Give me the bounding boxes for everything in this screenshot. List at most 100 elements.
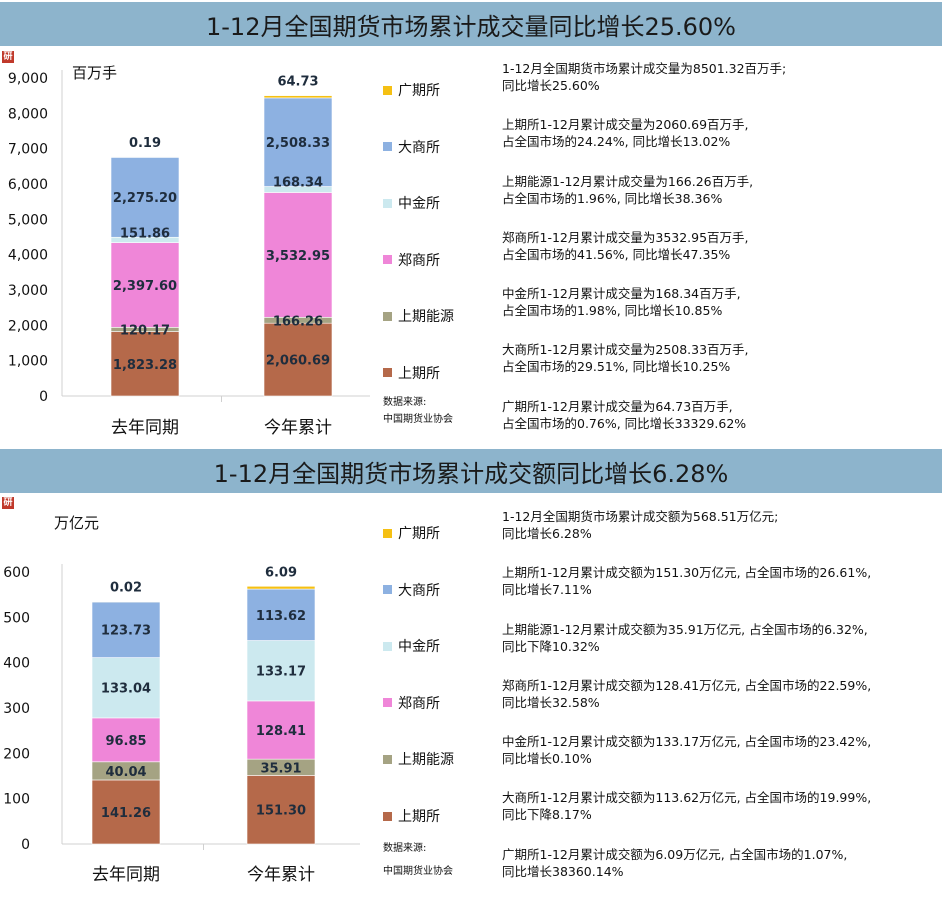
data-label: 40.04 xyxy=(105,765,146,780)
data-label: 96.85 xyxy=(105,734,146,749)
chart-1-source: 数据来源: 中国期货业协会 xyxy=(383,394,453,428)
note-line: 郑商所1-12月累计成交额为128.41万亿元, 占全国市场的22.59%, xyxy=(502,677,872,693)
note-paragraph: 上期能源1-12月累计成交量为166.26百万手, 占全国市场的1.96%, 同比… xyxy=(502,173,786,207)
y-tick-label: 200 xyxy=(3,746,30,762)
note-paragraph: 1-12月全国期货市场累计成交量为8501.32百万手; 同比增长25.60% xyxy=(502,60,786,94)
note-line: 占全国市场的24.24%, 同比增长13.02% xyxy=(502,134,731,150)
data-label: 128.41 xyxy=(256,724,306,739)
chart-1-notes: 1-12月全国期货市场累计成交量为8501.32百万手; 同比增长25.60% 上期… xyxy=(502,60,786,432)
legend-item: 广期所 xyxy=(383,523,440,543)
legend-swatch xyxy=(383,368,392,377)
note-paragraph: 大商所1-12月累计成交额为113.62万亿元, 占全国市场的19.99%, 同比… xyxy=(502,789,871,823)
x-category-label: 今年累计 xyxy=(264,418,332,438)
chart-1-source-name: 中国期货业协会 xyxy=(383,414,453,425)
y-tick-label: 0 xyxy=(21,837,30,853)
legend-swatch xyxy=(383,528,392,538)
note-line: 占全国市场的1.98%, 同比增长10.85% xyxy=(502,303,723,319)
y-tick-label: 5,000 xyxy=(8,212,48,228)
data-label: 2,060.69 xyxy=(266,354,330,369)
y-tick-label: 6,000 xyxy=(8,177,48,193)
legend-swatch xyxy=(383,85,392,95)
data-label: 168.34 xyxy=(273,176,323,191)
chart-2-notes: 1-12月全国期货市场累计成交额为568.51万亿元; 同比增长6.28% 上期所1… xyxy=(502,508,871,880)
note-line: 上期能源1-12月累计成交额为35.91万亿元, 占全国市场的6.32%, xyxy=(502,621,868,637)
bar-segment-6 xyxy=(110,156,180,158)
bar-segment-3 xyxy=(110,242,180,328)
legend-label: 上期所 xyxy=(398,809,440,825)
bar-segment-3 xyxy=(246,700,316,760)
legend-swatch xyxy=(383,641,392,651)
data-label: 2,275.20 xyxy=(113,191,177,206)
data-label: 1,823.28 xyxy=(113,358,177,373)
legend-item: 中金所 xyxy=(383,636,440,656)
legend-item: 广期所 xyxy=(383,80,440,100)
chart-1-source-label: 数据来源: xyxy=(383,397,427,408)
note-line: 上期能源1-12月累计成交量为166.26百万手, xyxy=(502,173,754,189)
data-label: 120.17 xyxy=(120,323,170,338)
y-tick-label: 2,000 xyxy=(8,318,48,334)
chart-1-title-banner: 1-12月全国期货市场累计成交量同比增长25.60% xyxy=(0,2,942,46)
data-label: 166.26 xyxy=(273,314,323,329)
legend-swatch xyxy=(383,811,392,821)
note-line: 郑商所1-12月累计成交量为3532.95百万手, xyxy=(502,229,749,245)
legend-label: 广期所 xyxy=(398,526,440,542)
y-tick-label: 500 xyxy=(3,610,30,626)
legend-item: 上期所 xyxy=(383,363,440,383)
brand-logo-icon: 研 xyxy=(2,497,14,509)
note-paragraph: 大商所1-12月累计成交量为2508.33百万手, 占全国市场的29.51%, 同… xyxy=(502,341,786,375)
note-line: 占全国市场的29.51%, 同比增长10.25% xyxy=(502,359,731,375)
data-label: 2,397.60 xyxy=(113,279,177,294)
bar-segment-4 xyxy=(246,640,316,702)
y-tick-label: 3,000 xyxy=(8,283,48,299)
note-line: 上期所1-12月累计成交额为151.30万亿元, 占全国市场的26.61%, xyxy=(502,565,872,581)
note-paragraph: 郑商所1-12月累计成交量为3532.95百万手, 占全国市场的41.56%, 同… xyxy=(502,229,786,263)
chart-2-source: 数据来源: 中国期货业协会 xyxy=(383,840,453,880)
note-line: 广期所1-12月累计成交额为6.09万亿元, 占全国市场的1.07%, xyxy=(502,846,848,862)
bar-segment-1 xyxy=(263,322,333,397)
legend-swatch xyxy=(383,698,392,708)
legend-item: 大商所 xyxy=(383,580,440,600)
bar-segment-5 xyxy=(110,156,180,238)
data-label: 0.02 xyxy=(110,580,142,595)
x-category-label: 今年累计 xyxy=(247,865,315,885)
note-paragraph: 中金所1-12月累计成交额为133.17万亿元, 占全国市场的23.42%, 同比… xyxy=(502,733,871,767)
y-tick-label: 600 xyxy=(3,565,30,581)
bar-segment-1 xyxy=(91,779,161,845)
bar-segment-3 xyxy=(263,192,333,318)
legend-item: 中金所 xyxy=(383,193,440,213)
data-label: 6.09 xyxy=(265,565,297,580)
note-paragraph: 中金所1-12月累计成交量为168.34百万手, 占全国市场的1.98%, 同比增… xyxy=(502,285,786,319)
legend-item: 上期所 xyxy=(383,806,440,826)
bar-segment-6 xyxy=(263,95,333,99)
legend-label: 大商所 xyxy=(398,139,440,156)
bar-segment-5 xyxy=(246,588,316,641)
note-line: 广期所1-12月累计成交量为64.73百万手, xyxy=(502,398,733,414)
legend-swatch xyxy=(383,142,392,151)
chart-2-plot: 0 100 200 300 400 500 600 去年同期 今年累计 141.26 40.04 96… xyxy=(3,564,360,885)
bar-segment-3 xyxy=(91,717,161,763)
data-label: 151.30 xyxy=(256,804,306,819)
chart-1-plot: 0 1,000 2,000 3,000 4,000 5,000 6,000 7,000 8,00… xyxy=(8,70,370,438)
data-label: 123.73 xyxy=(101,624,151,639)
legend-item: 郑商所 xyxy=(383,250,440,270)
chart-2-unit-label: 万亿元 xyxy=(54,514,100,532)
chart-1-title: 1-12月全国期货市场累计成交量同比增长25.60% xyxy=(206,12,736,41)
data-label: 141.26 xyxy=(101,806,151,821)
chart-2-title: 1-12月全国期货市场累计成交额同比增长6.28% xyxy=(213,459,729,488)
y-tick-label: 400 xyxy=(3,656,30,672)
note-line: 同比增长6.28% xyxy=(502,526,592,541)
data-label: 133.04 xyxy=(101,682,151,697)
y-tick-label: 300 xyxy=(3,701,30,717)
data-label: 133.17 xyxy=(256,665,306,680)
x-category-label: 去年同期 xyxy=(92,865,160,885)
note-paragraph: 1-12月全国期货市场累计成交额为568.51万亿元; 同比增长6.28% xyxy=(502,508,871,542)
bar-segment-6 xyxy=(246,585,316,590)
note-line: 同比增长32.58% xyxy=(502,694,600,710)
data-label: 113.62 xyxy=(256,609,306,624)
legend-label: 广期所 xyxy=(398,83,440,99)
legend-swatch xyxy=(383,255,392,264)
note-line: 占全国市场的41.56%, 同比增长47.35% xyxy=(502,246,731,262)
bar-segment-1 xyxy=(246,775,316,845)
brand-logo-icon: 研 xyxy=(2,51,14,63)
chart-2-title-banner: 1-12月全国期货市场累计成交额同比增长6.28% xyxy=(0,449,942,493)
